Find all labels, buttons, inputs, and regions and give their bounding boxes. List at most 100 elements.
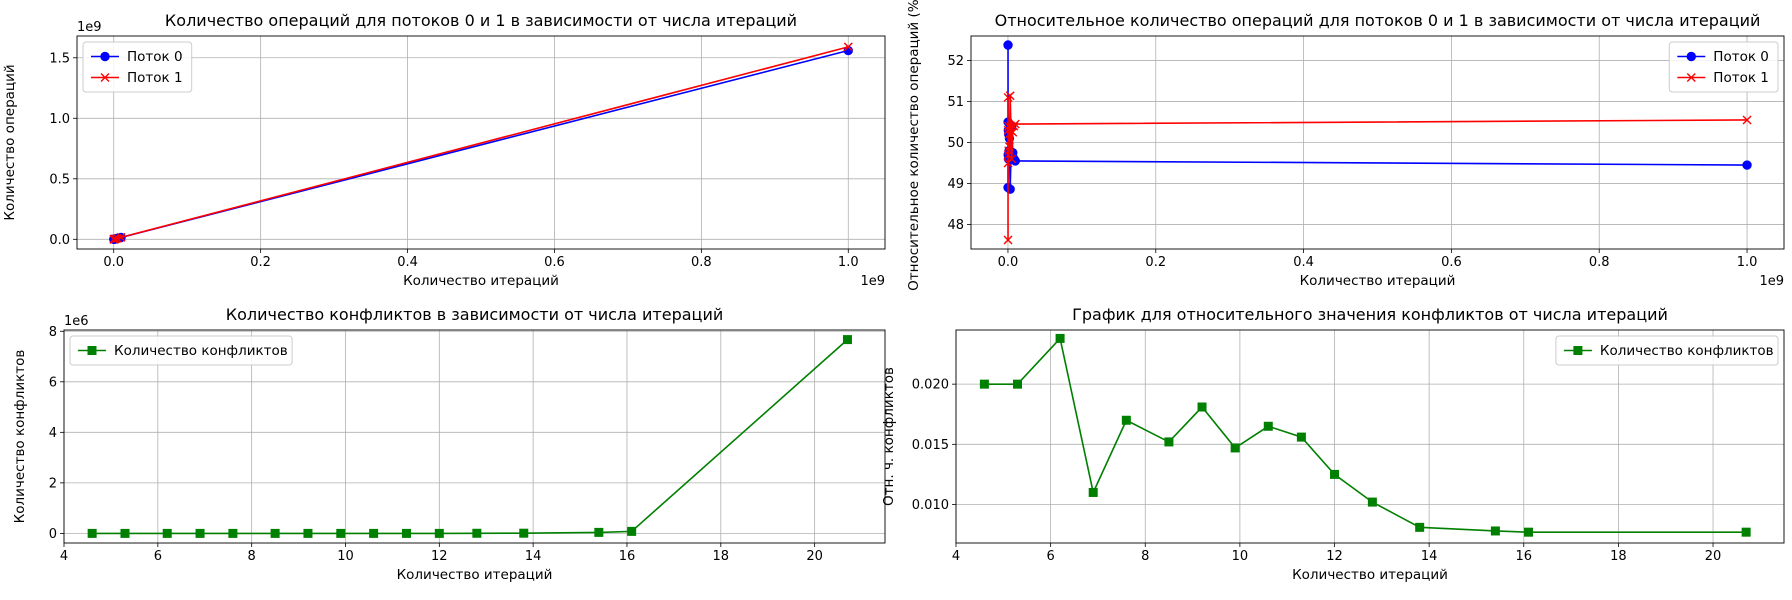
legend-box <box>69 335 293 366</box>
x-tick-label: 6 <box>154 549 162 564</box>
x-tick-label: 20 <box>806 549 823 564</box>
data-point <box>1263 421 1273 431</box>
data-point <box>401 528 411 538</box>
data-point <box>1121 415 1131 425</box>
legend-marker <box>100 73 110 82</box>
x-axis-label: Количество итераций <box>397 567 553 583</box>
y-tick-label: 1.0 <box>49 112 70 127</box>
y-tick-label: 2 <box>49 476 57 491</box>
legend-box <box>82 41 193 93</box>
x-tick-label: 0.4 <box>397 255 418 270</box>
data-point <box>979 379 989 389</box>
data-point <box>1490 526 1500 536</box>
data-point <box>1003 40 1013 50</box>
subplot-3: 4 6 8 10 12 14 16 18 20 0 2 4 6 8 Количество конфликто… <box>12 305 886 583</box>
data-point <box>1296 432 1306 442</box>
x-tick-label: 0.0 <box>998 255 1019 270</box>
subplot-4: 4 6 8 10 12 14 16 18 20 0.010 0.015 0.020 График для… <box>881 305 1785 583</box>
legend: Поток 0 Поток 1 <box>82 41 193 93</box>
x-tick-label: 4 <box>60 549 68 564</box>
data-point <box>1055 333 1065 343</box>
series-layer <box>979 333 1751 537</box>
legend-box <box>1668 41 1779 93</box>
series-layer <box>1003 40 1752 245</box>
legend-marker <box>1686 51 1697 62</box>
data-point <box>195 528 205 538</box>
data-point <box>116 232 126 242</box>
y-tick-label: 0.0 <box>49 233 70 248</box>
x-axis-label: Количество итераций <box>1300 273 1456 289</box>
data-point <box>1013 379 1023 389</box>
data-point <box>1004 142 1014 152</box>
y-axis-label: Относительное количество операций (%) <box>906 0 922 291</box>
series-line-1 <box>92 339 848 535</box>
data-point <box>1010 119 1020 129</box>
y-tick-label: 52 <box>947 54 964 69</box>
data-point <box>87 528 97 538</box>
y-tick-label: 0.020 <box>912 378 949 393</box>
x-tick-label: 12 <box>431 549 448 564</box>
x-tick-label: 0.2 <box>1145 255 1166 270</box>
y-tick-label: 51 <box>947 95 964 110</box>
legend-label: Количество конфликтов <box>1600 343 1774 359</box>
data-point <box>1003 235 1013 245</box>
legend-label: Поток 1 <box>127 70 183 86</box>
legend-label: Поток 0 <box>127 49 183 65</box>
data-point <box>110 234 120 244</box>
y-tick-label: 49 <box>947 177 964 192</box>
data-point <box>336 528 346 538</box>
legend-marker <box>1686 73 1696 82</box>
data-point <box>303 528 313 538</box>
data-point <box>369 528 379 538</box>
series-layer <box>87 335 852 538</box>
data-point <box>1164 437 1174 447</box>
y-tick-label: 0 <box>49 527 57 542</box>
data-point <box>1330 469 1340 479</box>
data-point <box>472 528 482 538</box>
data-point <box>1197 402 1207 412</box>
x-tick-label: 10 <box>337 549 354 564</box>
x-tick-label: 14 <box>525 549 542 564</box>
legend-box <box>1555 335 1779 366</box>
data-point <box>120 528 130 538</box>
x-tick-label: 8 <box>1141 549 1149 564</box>
data-point <box>1524 527 1534 537</box>
data-point <box>1415 522 1425 532</box>
data-point <box>228 528 238 538</box>
y-offset-label: 1e6 <box>64 314 89 329</box>
x-tick-label: 20 <box>1705 549 1722 564</box>
y-tick-label: 50 <box>947 136 964 151</box>
x-tick-label: 1.0 <box>1737 255 1758 270</box>
legend-label: Поток 0 <box>1713 49 1769 65</box>
data-point <box>1088 487 1098 497</box>
y-tick-label: 0.015 <box>912 438 949 453</box>
series-line-2 <box>113 46 849 241</box>
data-point <box>1230 443 1240 453</box>
axes-frame <box>955 329 1785 544</box>
data-point <box>270 528 280 538</box>
x-tick-label: 16 <box>1515 549 1532 564</box>
axes-frame <box>76 35 886 250</box>
x-tick-label: 18 <box>713 549 730 564</box>
data-point <box>162 528 172 538</box>
y-axis-label: Количество операций <box>2 64 18 220</box>
data-point <box>842 335 852 345</box>
x-tick-label: 0.8 <box>1589 255 1610 270</box>
legend: Поток 0 Поток 1 <box>1668 41 1779 93</box>
x-tick-label: 6 <box>1046 549 1054 564</box>
x-offset-label: 1e9 <box>860 274 885 289</box>
x-tick-label: 0.8 <box>691 255 712 270</box>
data-point <box>519 528 529 538</box>
data-point <box>1742 115 1752 125</box>
y-offset-label: 1e9 <box>77 20 102 35</box>
y-tick-label: 8 <box>49 325 57 340</box>
x-tick-label: 0.0 <box>103 255 124 270</box>
chart-title: Количество операций для потоков 0 и 1 в … <box>165 11 797 30</box>
data-point <box>1742 160 1752 170</box>
y-tick-label: 6 <box>49 375 57 390</box>
x-tick-label: 0.4 <box>1293 255 1314 270</box>
y-tick-label: 1.5 <box>49 51 70 66</box>
grid <box>77 36 885 249</box>
y-tick-label: 0.5 <box>49 172 70 187</box>
